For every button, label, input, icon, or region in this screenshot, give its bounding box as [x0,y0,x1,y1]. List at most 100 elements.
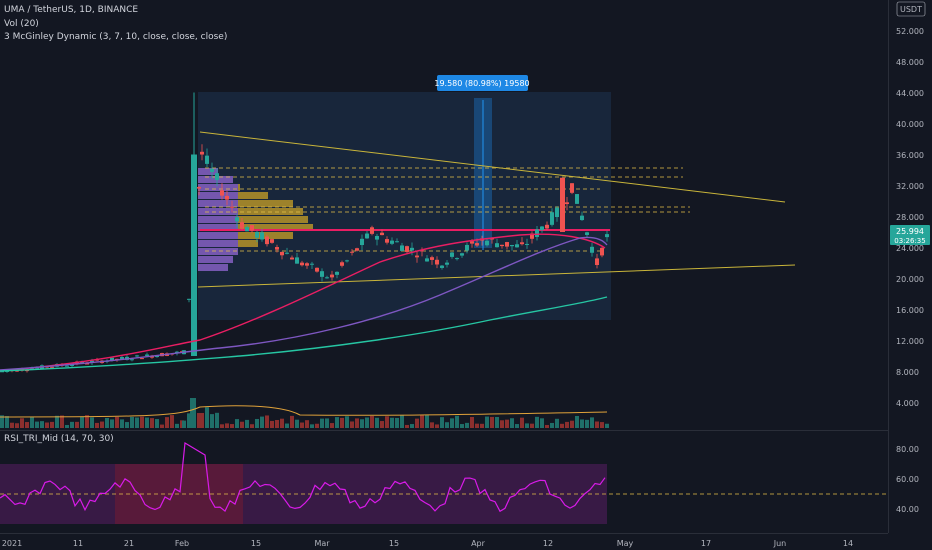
volume-profile-bar-buy [198,240,238,247]
volume-profile-bar-buy [198,216,238,223]
volume-bar [85,415,89,428]
volume-bar [390,417,394,428]
time-tick-label: 14 [843,539,853,548]
rsi-tick-label: 60.00 [896,475,919,484]
time-tick-label: Mar [314,539,330,548]
volume-bar [125,422,129,428]
volume-bar [435,424,439,428]
volume-profile-bar-buy [198,184,238,191]
candle-body [80,361,84,364]
volume-bar [305,420,309,428]
volume-bar [150,418,154,428]
volume-bar [505,419,509,428]
price-tick-label: 48.000 [896,58,924,67]
volume-bar [440,417,444,428]
candle-body [0,371,4,373]
price-tick-label: 24.000 [896,244,924,253]
candle-body [275,247,279,250]
volume-bar [95,422,99,428]
candle-body [405,246,409,252]
volume-bar [190,398,196,428]
candle-body [270,239,274,243]
candle-body [390,240,394,244]
rsi-pane[interactable] [0,431,888,533]
candle-body [65,365,69,367]
candle-body [435,259,439,265]
volume-bar [495,416,499,428]
price-tick-label: 40.000 [896,120,924,129]
rsi-legend[interactable]: RSI_TRI_Mid (14, 70, 30) [4,434,114,444]
volume-bar [130,416,134,428]
last-price-value: 25.994 [896,227,924,236]
volume-bar [225,423,229,428]
candle-body [290,257,294,260]
volume-bar [550,422,554,428]
candle-body [520,242,524,245]
mcginley-legend[interactable]: 3 McGinley Dynamic (3, 7, 10, close, clo… [4,32,227,42]
mcginley-title: 3 McGinley Dynamic (3, 7, 10, close, clo… [4,32,228,42]
candle-body [470,241,474,244]
time-tick-label: Jun [773,539,787,548]
volume-bar [400,415,404,428]
candle-body [410,247,414,251]
candle-body [340,262,344,266]
volume-bar [105,417,109,428]
candle-body [540,226,544,231]
candle-body [315,267,319,272]
candle-body [300,262,304,266]
candle-body [425,258,429,262]
candle-body [505,242,509,247]
candle-body [320,271,324,277]
volume-bar [415,418,419,428]
volume-profile-bar-buy [198,264,228,271]
candle-body [595,258,599,266]
volume-bar [380,421,384,428]
main-pane[interactable] [0,0,888,430]
candle-body [265,236,269,245]
rsi-line [0,441,606,513]
candle-body [35,367,39,369]
volume-bar [360,419,364,428]
candle-body [5,370,9,372]
drawing-overlays[interactable]: 19.580 (80.98%) 19580 [197,75,796,320]
candle-body [515,244,519,248]
volume-bar [485,416,489,428]
candle-body [440,265,444,268]
candle-body [350,251,354,253]
price-tick-label: 32.000 [896,182,924,191]
volume-profile-bar-buy [198,232,238,239]
candle-body [455,258,459,260]
volume-bar [80,416,84,428]
mcginley-dynamic-lines[interactable] [0,233,608,372]
candle-body [295,257,299,264]
volume-bar [300,422,304,428]
currency-badge[interactable] [896,1,926,17]
candle-body [335,271,339,275]
rsi-series[interactable] [0,441,888,524]
volume-bar [580,419,584,428]
volume-bar [135,417,139,428]
volume-bar [565,421,569,428]
volume-legend[interactable]: Vol (20) [4,19,39,29]
volume-profile-bar [198,208,303,215]
candle-body [365,233,369,239]
volume-bar [145,417,149,428]
last-price-badge: 25.994 03:26:35 [890,225,930,245]
candle-body [530,233,534,239]
candle-body [490,238,494,240]
volume-bars[interactable] [0,398,609,428]
time-axis[interactable]: 2021 11 21 Feb 15 Mar 15 Apr 12 May 17 Jun 14 [0,533,888,549]
volume-bar [45,422,49,428]
candle-body [310,263,314,265]
volume-bar [520,417,524,428]
price-axis[interactable]: USDT 52.000 48.000 44.000 40.000 36.000 32.00… [888,0,926,533]
symbol-legend[interactable]: UMA / TetherUS, 1D, BINANCE [4,5,138,15]
volume-bar [365,417,369,428]
time-tick-label: 21 [124,539,134,548]
rsi-axis-labels: 80.00 60.00 40.00 [896,445,919,514]
volume-bar [570,420,574,428]
candle-body [460,253,464,256]
volume-bar [220,424,224,428]
volume-bar [465,422,469,428]
